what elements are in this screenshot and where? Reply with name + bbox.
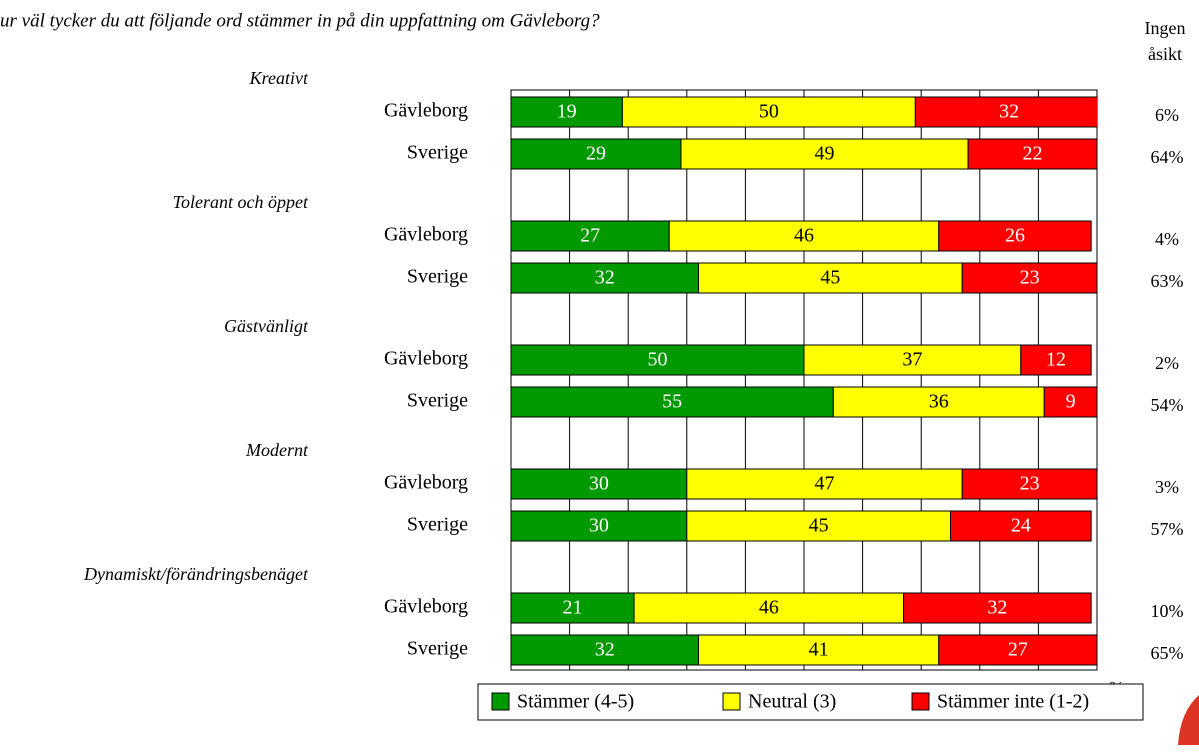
logo (1178, 695, 1199, 745)
data-label: 45 (820, 267, 840, 289)
data-label: 49 (815, 143, 835, 165)
data-label: 47 (815, 473, 835, 495)
legend-label: Stämmer inte (1-2) (937, 691, 1089, 713)
legend-swatch (911, 692, 930, 711)
bar-segment (680, 138, 969, 170)
group-label: Dynamiskt/förändringsbenäget (83, 564, 309, 584)
data-label: 19 (557, 101, 577, 123)
data-label: 55 (662, 391, 682, 413)
bar-segment (903, 592, 1092, 624)
y-tick-label: Gävleborg (384, 596, 468, 618)
data-label: 24 (1011, 515, 1031, 537)
group-label: Tolerant och öppet (173, 192, 309, 212)
bar-segment (511, 634, 700, 666)
y-tick-label: Gävleborg (384, 224, 468, 246)
no-opinion-label: 6% (1155, 105, 1179, 125)
bar-segment (633, 592, 905, 624)
bar-segment (698, 262, 963, 294)
bar-segment (938, 220, 1092, 252)
data-label: 30 (589, 473, 609, 495)
data-label: 46 (794, 225, 814, 247)
y-tick-label: Sverige (407, 514, 468, 536)
bar-segment (950, 510, 1092, 542)
column-header: åsikt (1148, 44, 1182, 64)
y-tick-label: Sverige (407, 142, 468, 164)
y-tick-label: Sverige (407, 390, 468, 412)
bar-segment (686, 510, 951, 542)
no-opinion-label: 63% (1151, 271, 1184, 291)
data-label: 32 (999, 101, 1019, 123)
bar-segment (1020, 344, 1092, 376)
chart-title: ur väl tycker du att följande ord stämme… (0, 10, 600, 31)
data-label: 29 (586, 143, 606, 165)
data-label: 12 (1046, 349, 1066, 371)
bar-segment (961, 262, 1097, 294)
no-opinion-label: 65% (1151, 643, 1184, 663)
y-tick-label: Gävleborg (384, 472, 468, 494)
data-label: 27 (580, 225, 600, 247)
bar-segment (686, 468, 963, 500)
bar-segment (511, 96, 623, 128)
bar-segment (803, 344, 1022, 376)
legend-swatch (491, 692, 510, 711)
legend-frame (477, 683, 1144, 721)
bar-segment (967, 138, 1097, 170)
bar-segment (961, 468, 1097, 500)
legend-swatch (722, 692, 741, 711)
data-label: 32 (595, 267, 615, 289)
bar-segment (511, 344, 805, 376)
data-label: 37 (902, 349, 922, 371)
data-label: 41 (809, 639, 829, 661)
bar-segment (511, 510, 688, 542)
no-opinion-label: 4% (1155, 229, 1179, 249)
no-opinion-label: 54% (1151, 395, 1184, 415)
bars: 19 50 32 29 49 22 27 46 26 32 45 23 50 37 12 55 36 9 30 47 2… (511, 96, 1097, 666)
group-label: Gästvänligt (224, 316, 309, 336)
data-label: 36 (929, 391, 949, 413)
no-opinion-label: 2% (1155, 353, 1179, 373)
column-header: Ingen (1145, 18, 1186, 38)
data-label: 26 (1005, 225, 1025, 247)
bar-segment (914, 96, 1097, 128)
bar-segment (1043, 386, 1097, 418)
group-label: Kreativt (249, 68, 309, 88)
data-label: 22 (1023, 143, 1043, 165)
bar-segment (511, 386, 834, 418)
y-tick-label: Gävleborg (384, 348, 468, 370)
bar-segment (698, 634, 940, 666)
data-label: 30 (589, 515, 609, 537)
group-label: Modernt (245, 440, 309, 460)
legend: Stämmer (4-5) Neutral (3) Stämmer inte (1-… (477, 683, 1144, 721)
no-opinion-label: 3% (1155, 477, 1179, 497)
data-label: 23 (1020, 473, 1040, 495)
data-label: 46 (759, 597, 779, 619)
data-label: 21 (563, 597, 583, 619)
y-tick-label: Sverige (407, 266, 468, 288)
data-label: 32 (987, 597, 1007, 619)
data-label: 45 (809, 515, 829, 537)
y-tick-label: Gävleborg (384, 100, 468, 122)
no-opinion-label: 57% (1151, 519, 1184, 539)
data-label: 9 (1066, 391, 1076, 413)
bar-segment (511, 468, 688, 500)
data-label: 50 (648, 349, 668, 371)
legend-label: Stämmer (4-5) (517, 691, 634, 713)
legend-label: Neutral (3) (748, 691, 836, 713)
data-label: 23 (1020, 267, 1040, 289)
data-label: 32 (595, 639, 615, 661)
no-opinion-label: 64% (1151, 147, 1184, 167)
data-label: 50 (759, 101, 779, 123)
y-tick-label: Sverige (407, 638, 468, 660)
bar-segment (511, 262, 700, 294)
bar-segment (938, 634, 1097, 666)
bar-segment (832, 386, 1045, 418)
bar-segment (621, 96, 916, 128)
data-label: 27 (1008, 639, 1028, 661)
no-opinion-label: 10% (1151, 601, 1184, 621)
bar-segment (511, 592, 635, 624)
